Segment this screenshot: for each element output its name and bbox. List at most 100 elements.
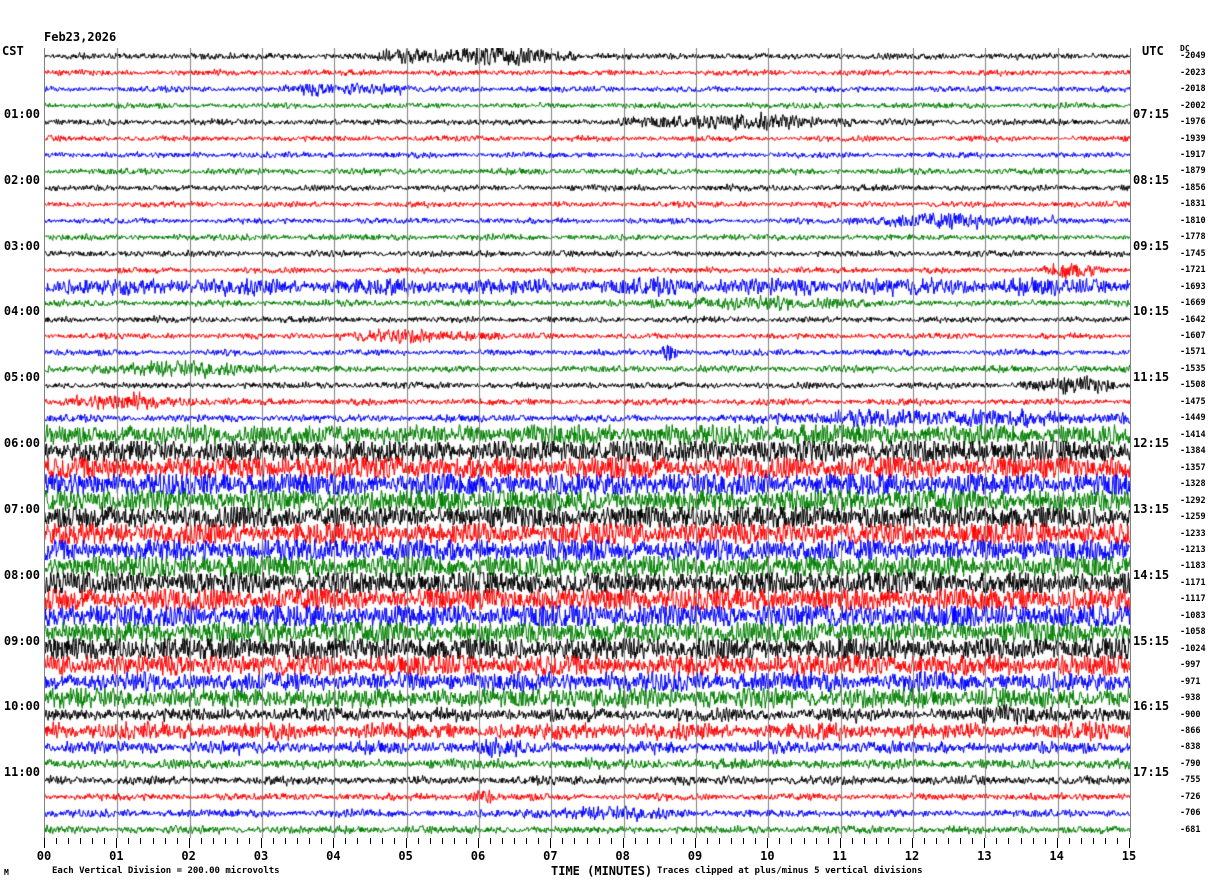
left-timezone-label: CST xyxy=(2,44,24,58)
x-major-tick xyxy=(188,838,190,848)
dc-value: -997 xyxy=(1180,660,1201,671)
x-minor-tick xyxy=(851,838,853,844)
x-minor-tick xyxy=(1116,838,1118,844)
x-minor-tick xyxy=(417,838,419,844)
left-hour-tick: 06:00 xyxy=(3,436,40,450)
dc-value: -1259 xyxy=(1180,512,1206,523)
dc-value: -1810 xyxy=(1180,215,1206,226)
dc-value: -681 xyxy=(1180,824,1201,835)
x-minor-tick xyxy=(1032,838,1034,844)
x-minor-tick xyxy=(996,838,998,844)
dc-value: -1117 xyxy=(1180,594,1206,605)
x-tick-label: 03 xyxy=(253,849,269,863)
left-hour-tick: 01:00 xyxy=(3,106,40,121)
dc-value: -1024 xyxy=(1180,643,1206,654)
right-hour-tick: 10:15 xyxy=(1133,304,1170,319)
x-minor-tick xyxy=(309,838,311,844)
right-hour-tick: 15:15 xyxy=(1133,633,1170,648)
x-minor-tick xyxy=(670,838,672,844)
x-minor-tick xyxy=(682,838,684,844)
x-minor-tick xyxy=(936,838,938,844)
dc-value: -1414 xyxy=(1180,429,1206,440)
dc-value: -1508 xyxy=(1180,380,1206,391)
dc-value: -2018 xyxy=(1180,84,1206,95)
dc-value: -2049 xyxy=(1180,51,1206,62)
dc-value: -1213 xyxy=(1180,544,1206,555)
x-minor-tick xyxy=(321,838,323,844)
x-minor-tick xyxy=(863,838,865,844)
dc-value: -1328 xyxy=(1180,479,1206,490)
x-minor-tick xyxy=(369,838,371,844)
x-minor-tick xyxy=(960,838,962,844)
x-minor-tick xyxy=(1080,838,1082,844)
x-tick-label: 07 xyxy=(543,849,558,863)
x-major-tick xyxy=(912,838,913,848)
dc-value: -1607 xyxy=(1180,331,1206,342)
left-hour-tick: 08:00 xyxy=(3,567,40,582)
x-minor-tick xyxy=(92,838,94,844)
vertical-division-note: Each Vertical Division = 200.00 microvol… xyxy=(52,866,280,876)
x-axis-title: TIME (MINUTES) xyxy=(551,864,653,878)
header-date: Feb23,2026 xyxy=(44,30,117,44)
x-minor-tick xyxy=(743,838,745,844)
dc-value: -2002 xyxy=(1180,100,1206,111)
x-minor-tick xyxy=(1044,838,1046,844)
x-minor-tick xyxy=(140,838,142,844)
x-minor-tick xyxy=(56,838,58,844)
x-minor-tick xyxy=(634,838,636,844)
helicorder-plot[interactable] xyxy=(44,48,1131,838)
x-tick-label: 15 xyxy=(1121,849,1137,863)
x-minor-tick xyxy=(538,838,540,844)
x-tick-label: 04 xyxy=(326,849,341,863)
x-minor-tick xyxy=(1104,838,1106,844)
dc-value: -1083 xyxy=(1180,610,1206,621)
x-major-tick xyxy=(984,838,986,848)
x-minor-tick xyxy=(755,838,757,844)
x-minor-tick xyxy=(453,838,455,844)
dc-value: -1693 xyxy=(1180,281,1206,292)
x-tick-label: 08 xyxy=(615,849,630,863)
corner-mark: M xyxy=(4,868,9,877)
x-minor-tick xyxy=(827,838,829,844)
x-tick-label: 13 xyxy=(977,849,992,863)
dc-value: -1642 xyxy=(1180,314,1206,325)
dc-value: -1058 xyxy=(1180,627,1206,638)
dc-value: -1384 xyxy=(1180,446,1206,457)
x-minor-tick xyxy=(586,838,588,844)
x-minor-tick xyxy=(285,838,287,844)
x-minor-tick xyxy=(1008,838,1010,844)
x-minor-tick xyxy=(972,838,974,844)
x-tick-label: 14 xyxy=(1049,849,1064,863)
x-minor-tick xyxy=(658,838,660,844)
clipping-note: Traces clipped at plus/minus 5 vertical … xyxy=(657,866,923,876)
x-minor-tick xyxy=(887,838,889,844)
x-minor-tick xyxy=(1068,838,1070,844)
right-timezone-label: UTC xyxy=(1142,44,1164,58)
x-minor-tick xyxy=(490,838,492,844)
x-tick-label: 10 xyxy=(760,849,775,863)
x-minor-tick xyxy=(273,838,275,844)
dc-value: -866 xyxy=(1180,726,1201,737)
x-minor-tick xyxy=(441,838,443,844)
right-hour-tick: 13:15 xyxy=(1133,501,1170,516)
x-minor-tick xyxy=(731,838,733,844)
x-minor-tick xyxy=(68,838,70,844)
x-minor-tick xyxy=(357,838,359,844)
x-minor-tick xyxy=(1020,838,1022,844)
x-minor-tick xyxy=(212,838,214,844)
dc-value: -938 xyxy=(1180,693,1201,704)
x-minor-tick xyxy=(598,838,600,844)
dc-value: -1856 xyxy=(1180,182,1206,193)
x-minor-tick xyxy=(164,838,166,844)
x-tick-label: 06 xyxy=(470,849,486,863)
x-minor-tick xyxy=(875,838,877,844)
dc-value: -706 xyxy=(1180,808,1201,819)
x-minor-tick xyxy=(465,838,467,844)
x-tick-label: 05 xyxy=(398,849,413,863)
dc-column-header: DC xyxy=(1180,44,1190,53)
x-minor-tick xyxy=(610,838,612,844)
dc-value: -900 xyxy=(1180,709,1201,720)
x-minor-tick xyxy=(176,838,178,844)
x-minor-tick xyxy=(80,838,82,844)
x-major-tick xyxy=(1129,838,1130,848)
